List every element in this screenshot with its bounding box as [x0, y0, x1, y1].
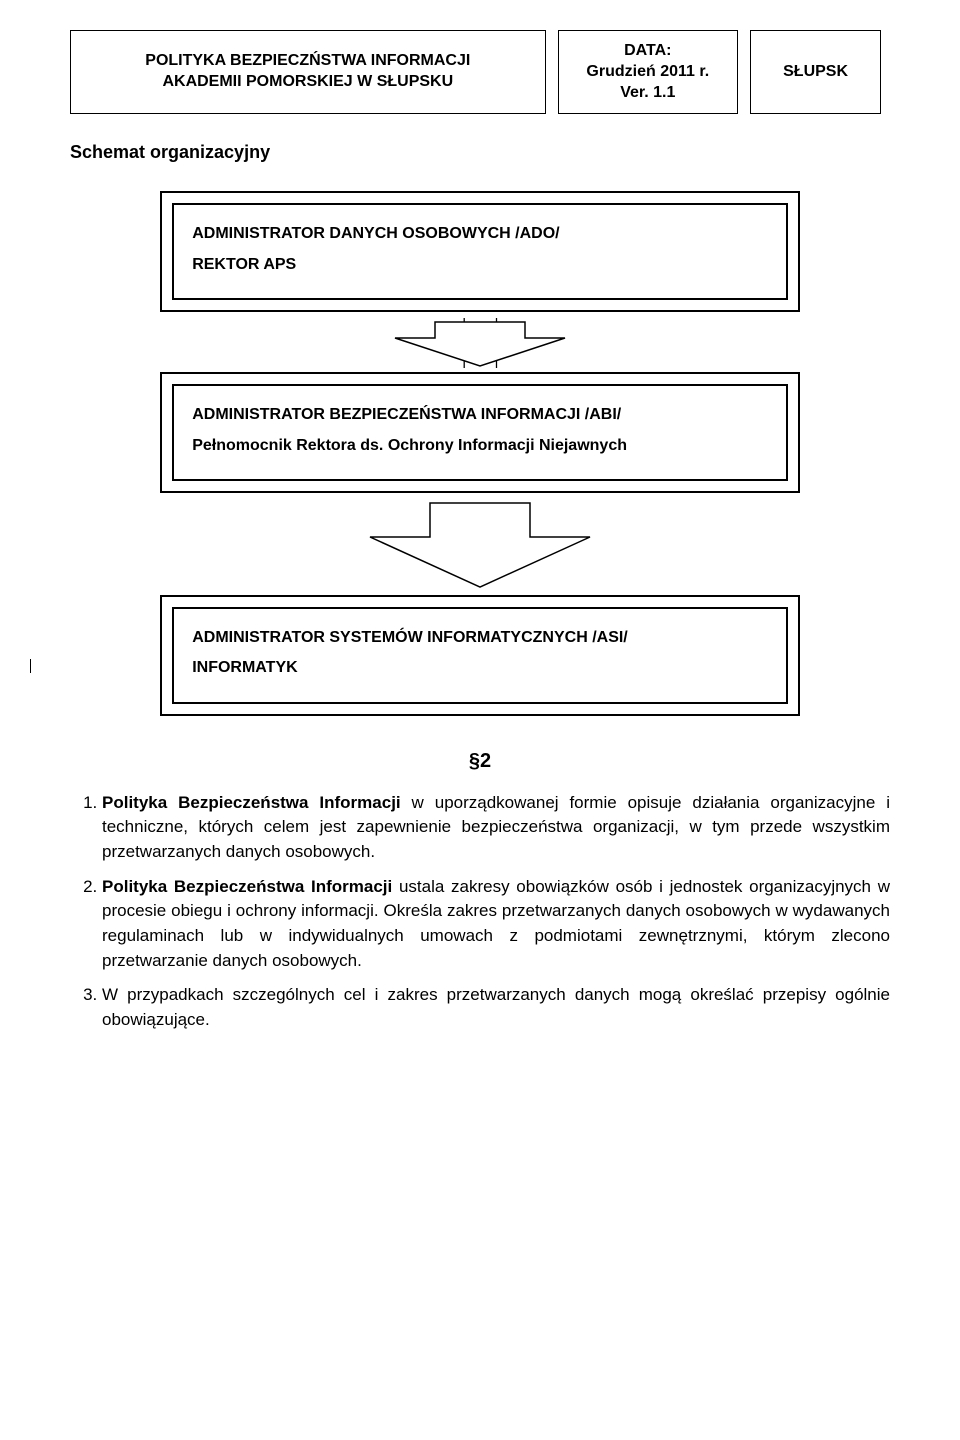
paragraph-2-bold: Polityka Bezpieczeństwa Informacji	[102, 877, 392, 896]
org-box-asi-line2: INFORMATYK	[192, 653, 768, 683]
arrow-2-wrap	[70, 499, 890, 591]
header-location-cell: SŁUPSK	[750, 30, 881, 114]
document-header: POLITYKA BEZPIECZŃSTWA INFORMACJI AKADEM…	[70, 30, 890, 114]
paragraph-list: Polityka Bezpieczeństwa Informacji w upo…	[70, 791, 890, 1033]
paragraph-2: Polityka Bezpieczeństwa Informacji ustal…	[102, 875, 890, 974]
header-date-value: Grudzień 2011 r.	[586, 62, 709, 83]
header-version: Ver. 1.1	[620, 83, 675, 104]
org-box-asi: ADMINISTRATOR SYSTEMÓW INFORMATYCZNYCH /…	[160, 595, 800, 716]
org-box-ado: ADMINISTRATOR DANYCH OSOBOWYCH /ADO/ REK…	[160, 191, 800, 312]
paragraph-1: Polityka Bezpieczeństwa Informacji w upo…	[102, 791, 890, 865]
header-title-line2: AKADEMII POMORSKIEJ W SŁUPSKU	[162, 72, 453, 93]
paragraph-3: W przypadkach szczególnych cel i zakres …	[102, 983, 890, 1032]
paragraph-3-text: W przypadkach szczególnych cel i zakres …	[102, 985, 890, 1029]
page: POLITYKA BEZPIECZŃSTWA INFORMACJI AKADEM…	[0, 0, 960, 1440]
section-number: §2	[70, 750, 890, 773]
arrow-1-wrap	[70, 318, 890, 368]
org-box-abi-line1: ADMINISTRATOR BEZPIECZEŃSTWA INFORMACJI …	[192, 400, 768, 430]
schema-title: Schemat organizacyjny	[70, 142, 890, 163]
header-title-cell: POLITYKA BEZPIECZŃSTWA INFORMACJI AKADEM…	[70, 30, 546, 114]
org-box-abi-inner: ADMINISTRATOR BEZPIECZEŃSTWA INFORMACJI …	[172, 384, 788, 481]
arrow-down-icon	[350, 499, 610, 591]
org-box-abi: ADMINISTRATOR BEZPIECZEŃSTWA INFORMACJI …	[160, 372, 800, 493]
org-box-abi-line2: Pełnomocnik Rektora ds. Ochrony Informac…	[192, 431, 768, 461]
header-date-cell: DATA: Grudzień 2011 r. Ver. 1.1	[558, 30, 738, 114]
org-box-ado-line2: REKTOR APS	[192, 250, 768, 280]
header-location: SŁUPSK	[783, 62, 848, 83]
org-box-asi-inner: ADMINISTRATOR SYSTEMÓW INFORMATYCZNYCH /…	[172, 607, 788, 704]
org-box-ado-line1: ADMINISTRATOR DANYCH OSOBOWYCH /ADO/	[192, 219, 768, 249]
org-box-asi-line1: ADMINISTRATOR SYSTEMÓW INFORMATYCZNYCH /…	[192, 623, 768, 653]
header-date-label: DATA:	[624, 41, 671, 62]
org-box-ado-inner: ADMINISTRATOR DANYCH OSOBOWYCH /ADO/ REK…	[172, 203, 788, 300]
arrow-down-icon	[375, 318, 585, 368]
header-title-line1: POLITYKA BEZPIECZŃSTWA INFORMACJI	[145, 51, 470, 72]
paragraph-1-bold: Polityka Bezpieczeństwa Informacji	[102, 793, 401, 812]
